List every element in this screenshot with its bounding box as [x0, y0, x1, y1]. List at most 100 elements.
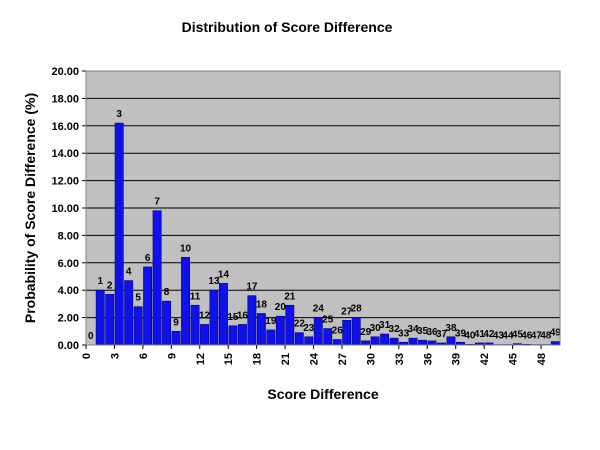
data-label: 11: [190, 291, 201, 302]
data-label: 1: [97, 276, 103, 287]
x-tick-labels: 0 3 6 9 12 15 18 21 24 27 30 33 36 39 42 45 48: [81, 352, 548, 365]
data-label: 46: [521, 330, 533, 341]
data-label: 37: [436, 329, 448, 340]
bar: [266, 329, 276, 346]
data-label: 23: [303, 323, 315, 334]
data-label: 45: [512, 330, 524, 341]
x-tick-label: 18: [252, 353, 264, 365]
bar: [418, 339, 427, 346]
data-label: 34: [407, 324, 419, 335]
bar: [200, 324, 209, 346]
bar: [105, 294, 115, 346]
x-tick-label: 33: [394, 353, 406, 365]
axes: [82, 70, 561, 349]
data-label: 16: [237, 310, 249, 321]
y-tick-label: 4.00: [58, 285, 79, 297]
bar: [237, 324, 247, 346]
bar: [209, 289, 219, 346]
data-label: 15: [227, 312, 239, 323]
data-label: 24: [313, 304, 325, 315]
bar: [181, 257, 190, 346]
y-tick-label: 18.00: [51, 93, 79, 105]
x-axis-label: Score Difference: [267, 386, 378, 402]
x-tick-label: 6: [138, 353, 150, 359]
data-label: 19: [265, 316, 277, 327]
bar: [351, 317, 361, 346]
data-label: 14: [218, 269, 230, 280]
data-label: 29: [360, 327, 372, 338]
bar: [190, 304, 200, 346]
data-label: 42: [483, 329, 495, 340]
data-label: 26: [332, 326, 344, 337]
x-tick-label: 30: [365, 353, 377, 365]
data-label: 25: [322, 315, 334, 326]
data-label: 48: [540, 331, 552, 342]
data-label: 4: [126, 267, 132, 278]
bar: [361, 340, 371, 346]
bar: [304, 336, 314, 346]
bar: [152, 210, 162, 346]
bar: [380, 333, 390, 346]
x-tick-label: 21: [280, 353, 292, 365]
data-label: 49: [550, 328, 562, 339]
data-label: 8: [164, 287, 170, 298]
y-tick-label: 14.00: [51, 148, 79, 160]
bar: [389, 337, 399, 346]
data-label: 21: [284, 291, 296, 302]
bar: [323, 328, 333, 346]
data-label: 13: [208, 276, 220, 287]
bar: [219, 283, 228, 346]
x-tick-label: 36: [422, 353, 434, 365]
data-label: 35: [417, 326, 429, 337]
bar: [124, 280, 134, 346]
data-labels: 01 23456789101112131415161718192021222324…: [88, 109, 561, 342]
bar: [370, 336, 380, 346]
data-label: 22: [294, 319, 306, 330]
y-tick-label: 2.00: [58, 313, 79, 325]
bar: [133, 306, 143, 346]
y-tick-label: 0.00: [58, 340, 79, 352]
data-label: 33: [398, 328, 410, 339]
x-tick-label: 45: [508, 353, 520, 365]
data-label: 18: [256, 299, 268, 310]
data-label: 9: [173, 317, 179, 328]
y-tick-label: 16.00: [51, 121, 79, 133]
bar: [162, 300, 172, 346]
data-label: 20: [275, 302, 287, 313]
bar: [143, 266, 153, 346]
plot-border: [85, 70, 561, 346]
bar: [256, 313, 266, 346]
y-tick-labels: 0.00 2.00 4.00 6.00 8.00 10.00 12.00 14.00 16.00…: [51, 66, 79, 352]
bar: [427, 340, 437, 346]
bar: [408, 337, 418, 346]
data-label: 28: [351, 304, 363, 315]
data-label: 10: [180, 243, 192, 254]
data-label: 2: [107, 280, 113, 291]
y-tick-label: 10.00: [51, 203, 79, 215]
data-label: 27: [341, 306, 353, 317]
x-tick-label: 9: [166, 353, 178, 359]
data-label: 36: [426, 327, 438, 338]
data-label: 6: [145, 253, 151, 264]
bar: [294, 332, 304, 346]
x-tick-label: 3: [109, 353, 121, 359]
data-label: 7: [154, 197, 160, 208]
bar: [550, 341, 560, 346]
x-tick-label: 0: [81, 353, 93, 359]
data-label: 39: [455, 328, 467, 339]
data-label: 40: [464, 330, 476, 341]
data-label: 5: [135, 293, 141, 304]
chart-title: Distribution of Score Difference: [182, 19, 393, 35]
bar: [275, 315, 285, 346]
data-label: 47: [531, 331, 543, 342]
bar: [285, 304, 295, 346]
y-tick-label: 12.00: [51, 176, 79, 188]
x-tick-label: 48: [536, 353, 548, 365]
data-label: 41: [474, 329, 486, 340]
data-label: 43: [493, 331, 505, 342]
bar: [171, 330, 181, 346]
x-tick-label: 42: [479, 353, 491, 365]
y-axis-label: Probability of Score Difference (%): [22, 93, 38, 323]
data-label: 0: [88, 331, 94, 342]
